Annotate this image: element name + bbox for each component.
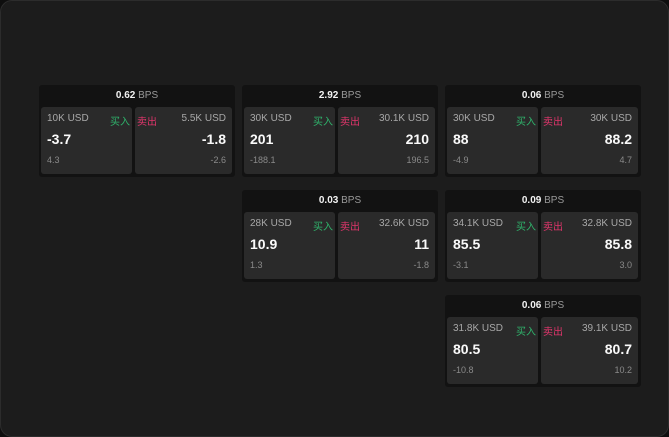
sell-button[interactable]: 卖出 30K USD 88.2 4.7 xyxy=(541,107,638,174)
bid-change: 1.3 xyxy=(250,260,263,270)
ask-change: 10.2 xyxy=(614,365,632,375)
sell-label: 卖出 xyxy=(137,117,157,128)
spread-unit: BPS xyxy=(544,90,565,101)
bid-price: -3.7 xyxy=(47,131,72,147)
buy-button[interactable]: 28K USD 买入 10.9 1.3 xyxy=(244,212,335,279)
buy-label: 买入 xyxy=(313,117,333,128)
ask-price: -1.8 xyxy=(201,131,226,147)
bid-change: 4.3 xyxy=(47,155,60,165)
bid-size: 30K USD xyxy=(250,113,292,124)
quote-panel: 0.03 BPS 28K USD 买入 10.9 1.3 卖出 32.6K US… xyxy=(242,190,438,282)
ask-change: 3.0 xyxy=(619,260,632,270)
sell-label: 卖出 xyxy=(543,117,563,128)
ask-size: 30K USD xyxy=(590,113,632,124)
quote-panel: 2.92 BPS 30K USD 买入 201 -188.1 卖出 30.1K … xyxy=(242,85,438,177)
sell-button[interactable]: 卖出 30.1K USD 210 196.5 xyxy=(338,107,435,174)
sell-button[interactable]: 卖出 32.6K USD 11 -1.8 xyxy=(338,212,435,279)
spread-value: 0.62 xyxy=(115,90,136,101)
bid-size: 34.1K USD xyxy=(453,218,504,229)
buy-label: 买入 xyxy=(516,117,536,128)
bid-size: 31.8K USD xyxy=(453,323,504,334)
ask-price: 88.2 xyxy=(604,131,632,147)
bid-price: 80.5 xyxy=(453,341,481,357)
ask-size: 39.1K USD xyxy=(581,323,632,334)
quote-panel: 0.62 BPS 10K USD 买入 -3.7 4.3 卖出 5.5K USD… xyxy=(39,85,235,177)
spread-header: 0.09 BPS xyxy=(445,190,641,211)
sell-button[interactable]: 卖出 39.1K USD 80.7 10.2 xyxy=(541,317,638,384)
bid-change: -188.1 xyxy=(250,155,276,165)
ask-size: 5.5K USD xyxy=(181,113,226,124)
ask-change: 4.7 xyxy=(619,155,632,165)
spread-unit: BPS xyxy=(138,90,159,101)
buy-label: 买入 xyxy=(313,222,333,233)
spread-value: 0.03 xyxy=(318,195,339,206)
ask-price: 85.8 xyxy=(604,236,632,252)
ask-size: 30.1K USD xyxy=(378,113,429,124)
spread-value: 0.06 xyxy=(521,300,542,311)
sell-label: 卖出 xyxy=(543,222,563,233)
buy-button[interactable]: 10K USD 买入 -3.7 4.3 xyxy=(41,107,132,174)
spread-header: 2.92 BPS xyxy=(242,85,438,106)
sell-label: 卖出 xyxy=(543,327,563,338)
bid-price: 10.9 xyxy=(250,236,278,252)
ask-size: 32.8K USD xyxy=(581,218,632,229)
ask-price: 11 xyxy=(414,236,429,252)
bid-change: -10.8 xyxy=(453,365,474,375)
quote-panel: 0.06 BPS 31.8K USD 买入 80.5 -10.8 卖出 39.1… xyxy=(445,295,641,387)
bid-size: 28K USD xyxy=(250,218,292,229)
sell-label: 卖出 xyxy=(340,117,360,128)
buy-button[interactable]: 30K USD 买入 88 -4.9 xyxy=(447,107,538,174)
spread-header: 0.06 BPS xyxy=(445,85,641,106)
bid-price: 201 xyxy=(250,131,274,147)
ask-price: 80.7 xyxy=(604,341,632,357)
quote-panel: 0.09 BPS 34.1K USD 买入 85.5 -3.1 卖出 32.8K… xyxy=(445,190,641,282)
spread-header: 0.62 BPS xyxy=(39,85,235,106)
bid-change: -4.9 xyxy=(453,155,469,165)
buy-button[interactable]: 34.1K USD 买入 85.5 -3.1 xyxy=(447,212,538,279)
spread-value: 0.06 xyxy=(521,90,542,101)
buy-label: 买入 xyxy=(110,117,130,128)
ask-size: 32.6K USD xyxy=(378,218,429,229)
spread-header: 0.06 BPS xyxy=(445,295,641,316)
spread-header: 0.03 BPS xyxy=(242,190,438,211)
buy-button[interactable]: 30K USD 买入 201 -188.1 xyxy=(244,107,335,174)
spread-unit: BPS xyxy=(341,90,362,101)
spread-unit: BPS xyxy=(544,195,565,206)
buy-label: 买入 xyxy=(516,327,536,338)
spread-value: 2.92 xyxy=(318,90,339,101)
sell-button[interactable]: 卖出 32.8K USD 85.8 3.0 xyxy=(541,212,638,279)
ask-change: -2.6 xyxy=(210,155,226,165)
spread-unit: BPS xyxy=(544,300,565,311)
quote-panel: 0.06 BPS 30K USD 买入 88 -4.9 卖出 30K USD 8… xyxy=(445,85,641,177)
ask-change: -1.8 xyxy=(413,260,429,270)
bid-price: 85.5 xyxy=(453,236,481,252)
bid-change: -3.1 xyxy=(453,260,469,270)
bid-size: 10K USD xyxy=(47,113,89,124)
buy-button[interactable]: 31.8K USD 买入 80.5 -10.8 xyxy=(447,317,538,384)
bid-price: 88 xyxy=(453,131,469,147)
sell-button[interactable]: 卖出 5.5K USD -1.8 -2.6 xyxy=(135,107,232,174)
spread-value: 0.09 xyxy=(521,195,542,206)
sell-label: 卖出 xyxy=(340,222,360,233)
spread-unit: BPS xyxy=(341,195,362,206)
buy-label: 买入 xyxy=(516,222,536,233)
ask-change: 196.5 xyxy=(406,155,429,165)
ask-price: 210 xyxy=(405,131,429,147)
bid-size: 30K USD xyxy=(453,113,495,124)
